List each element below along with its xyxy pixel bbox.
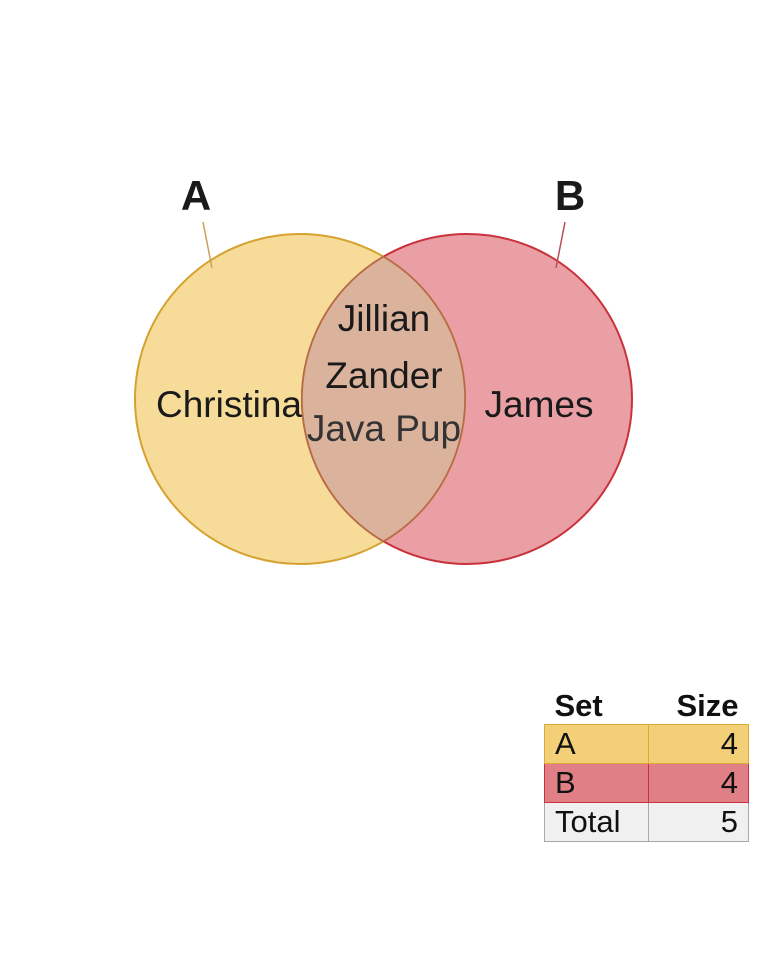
row-set-size: 4 [648, 724, 749, 764]
set-a-leader-line [202, 221, 213, 269]
table-header-row: Set Size [545, 684, 749, 725]
row-set-name: B [544, 763, 649, 803]
intersection-member: Jillian [338, 298, 431, 339]
intersection-member: Zander [325, 355, 442, 396]
header-set: Set [554, 688, 603, 723]
set-b-only-member: James [485, 384, 594, 425]
set-a-only-member: Christina [156, 384, 302, 425]
row-total-name: Total [544, 802, 649, 842]
table-row: Total 5 [544, 802, 749, 842]
set-size-table: Set Size A 4 B 4 Total 5 [544, 684, 749, 842]
row-total-size: 5 [648, 802, 749, 842]
row-set-size: 4 [648, 763, 749, 803]
table-row: B 4 [544, 763, 749, 803]
set-b-label: B [555, 172, 585, 219]
row-set-name: A [544, 724, 649, 764]
set-b-leader-line [555, 221, 566, 269]
intersection-member: Java Pup [307, 408, 461, 449]
intersection-region [301, 255, 466, 543]
venn-diagram: A B Christina James Jillian Zander Java … [134, 172, 633, 565]
table-row: A 4 [544, 724, 749, 764]
set-a-label: A [181, 172, 211, 219]
header-size: Size [676, 688, 739, 723]
